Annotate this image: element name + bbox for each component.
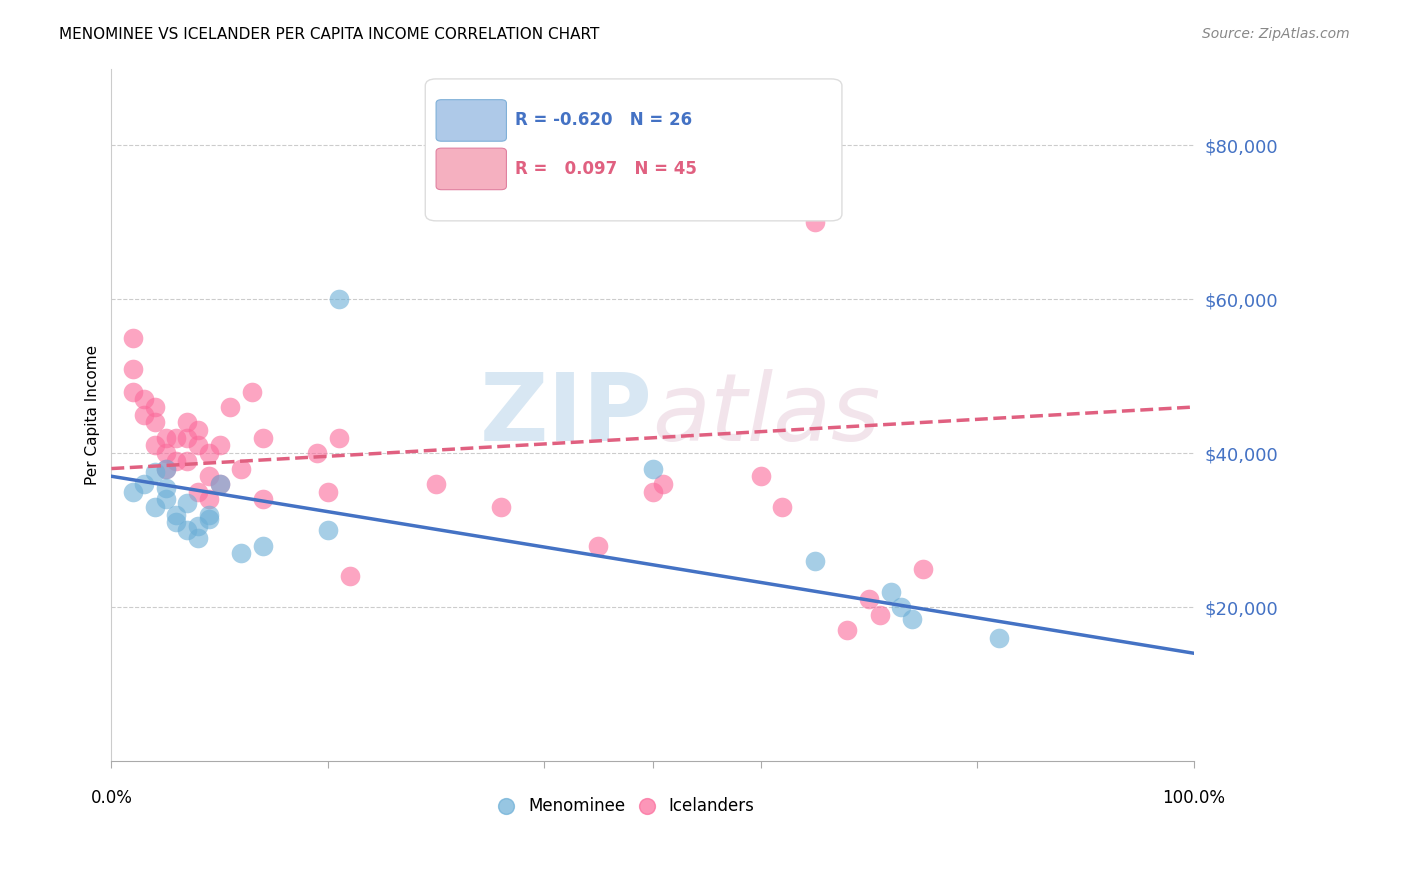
Point bbox=[165, 516, 187, 530]
Point bbox=[208, 438, 231, 452]
Point bbox=[176, 523, 198, 537]
Point bbox=[636, 754, 658, 768]
Point bbox=[122, 484, 145, 499]
Point bbox=[208, 477, 231, 491]
Text: R = -0.620   N = 26: R = -0.620 N = 26 bbox=[515, 112, 692, 129]
Point bbox=[132, 392, 155, 407]
Point bbox=[987, 631, 1010, 645]
Point bbox=[231, 546, 253, 560]
Point bbox=[489, 500, 512, 514]
Point bbox=[176, 454, 198, 468]
Point bbox=[328, 431, 350, 445]
Point bbox=[143, 416, 166, 430]
Point bbox=[155, 461, 177, 475]
Point bbox=[165, 508, 187, 522]
Point bbox=[641, 461, 664, 475]
Point bbox=[155, 446, 177, 460]
Point bbox=[143, 438, 166, 452]
Point bbox=[252, 431, 274, 445]
Point bbox=[187, 519, 209, 533]
Point bbox=[132, 408, 155, 422]
Point bbox=[187, 423, 209, 437]
Text: ZIP: ZIP bbox=[479, 368, 652, 460]
Text: 0.0%: 0.0% bbox=[90, 789, 132, 806]
Point bbox=[122, 361, 145, 376]
Point bbox=[252, 492, 274, 507]
Point bbox=[165, 454, 187, 468]
Point bbox=[143, 500, 166, 514]
Point bbox=[231, 461, 253, 475]
Point bbox=[155, 481, 177, 495]
Point bbox=[588, 539, 610, 553]
Point bbox=[316, 484, 339, 499]
Point bbox=[641, 484, 664, 499]
Point bbox=[240, 384, 263, 399]
Point bbox=[176, 416, 198, 430]
Point bbox=[165, 431, 187, 445]
Point bbox=[219, 400, 242, 414]
Point bbox=[425, 477, 447, 491]
Text: 100.0%: 100.0% bbox=[1163, 789, 1225, 806]
Point bbox=[198, 446, 221, 460]
Point bbox=[837, 623, 859, 637]
Point bbox=[143, 400, 166, 414]
Point bbox=[749, 469, 772, 483]
Point bbox=[495, 754, 517, 768]
Point bbox=[912, 561, 935, 575]
Point bbox=[804, 215, 827, 229]
Point bbox=[901, 611, 924, 625]
Point bbox=[143, 466, 166, 480]
Point bbox=[198, 508, 221, 522]
Point bbox=[305, 446, 328, 460]
Point bbox=[198, 469, 221, 483]
Point bbox=[155, 431, 177, 445]
Point bbox=[879, 584, 901, 599]
Point bbox=[858, 592, 880, 607]
Point bbox=[328, 293, 350, 307]
FancyBboxPatch shape bbox=[436, 100, 506, 141]
Point bbox=[198, 492, 221, 507]
Point bbox=[890, 600, 912, 615]
Point bbox=[869, 607, 891, 622]
Text: MENOMINEE VS ICELANDER PER CAPITA INCOME CORRELATION CHART: MENOMINEE VS ICELANDER PER CAPITA INCOME… bbox=[59, 27, 599, 42]
Point bbox=[176, 431, 198, 445]
Text: Source: ZipAtlas.com: Source: ZipAtlas.com bbox=[1202, 27, 1350, 41]
Point bbox=[132, 477, 155, 491]
Point bbox=[652, 477, 675, 491]
Point bbox=[176, 496, 198, 510]
FancyBboxPatch shape bbox=[436, 148, 506, 190]
Point bbox=[252, 539, 274, 553]
Y-axis label: Per Capita Income: Per Capita Income bbox=[86, 344, 100, 484]
Point bbox=[122, 331, 145, 345]
Point bbox=[804, 554, 827, 568]
Point bbox=[187, 438, 209, 452]
Point bbox=[316, 523, 339, 537]
Text: Icelanders: Icelanders bbox=[669, 797, 755, 815]
Point bbox=[187, 531, 209, 545]
Point bbox=[155, 492, 177, 507]
Point bbox=[770, 500, 793, 514]
Point bbox=[208, 477, 231, 491]
FancyBboxPatch shape bbox=[425, 78, 842, 221]
Point bbox=[339, 569, 361, 583]
Text: Menominee: Menominee bbox=[529, 797, 626, 815]
Text: R =   0.097   N = 45: R = 0.097 N = 45 bbox=[515, 160, 697, 178]
Point bbox=[122, 384, 145, 399]
Point bbox=[155, 461, 177, 475]
Text: atlas: atlas bbox=[652, 369, 880, 460]
Point bbox=[187, 484, 209, 499]
Point bbox=[198, 511, 221, 525]
